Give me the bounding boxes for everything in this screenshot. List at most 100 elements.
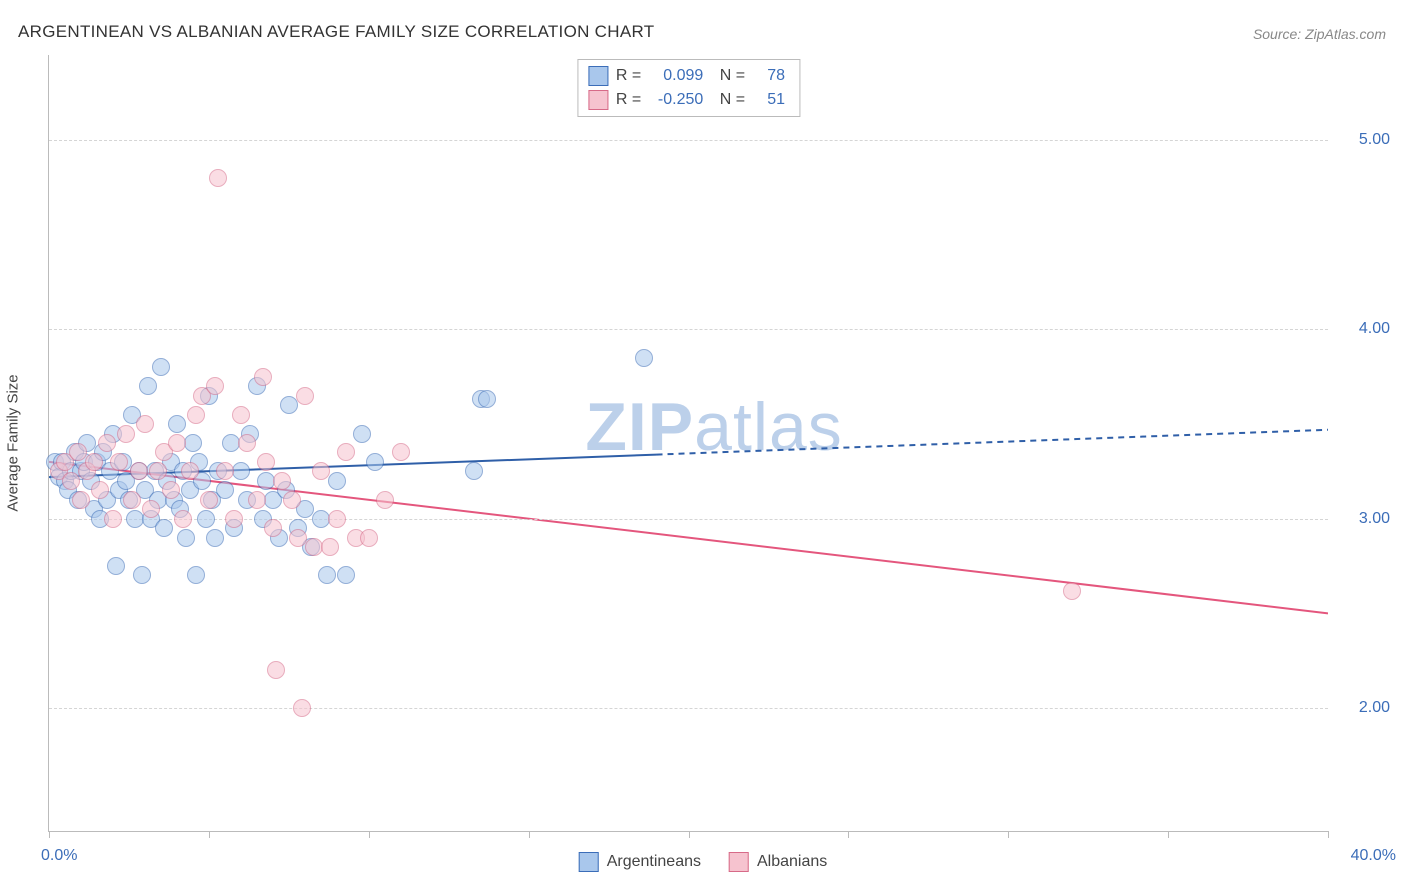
data-point	[328, 510, 346, 528]
data-point	[130, 462, 148, 480]
data-point	[360, 529, 378, 547]
stats-n-value-1: 51	[757, 88, 785, 112]
data-point	[107, 557, 125, 575]
legend-swatch-1	[729, 852, 749, 872]
y-tick-label: 5.00	[1340, 131, 1390, 149]
data-point	[104, 510, 122, 528]
data-point	[376, 491, 394, 509]
x-tick	[1328, 831, 1329, 838]
stats-r-label-1: R =	[616, 88, 641, 112]
data-point	[366, 453, 384, 471]
data-point	[187, 406, 205, 424]
data-point	[264, 519, 282, 537]
x-tick	[1168, 831, 1169, 838]
data-point	[123, 491, 141, 509]
stats-n-value-0: 78	[757, 64, 785, 88]
data-point	[168, 415, 186, 433]
x-tick	[369, 831, 370, 838]
correlation-stats-box: R = 0.099 N = 78 R = -0.250 N = 51	[577, 59, 800, 117]
data-point	[62, 472, 80, 490]
data-point	[85, 453, 103, 471]
data-point	[321, 538, 339, 556]
x-tick	[49, 831, 50, 838]
data-point	[337, 566, 355, 584]
data-point	[197, 510, 215, 528]
data-point	[392, 443, 410, 461]
data-point	[149, 462, 167, 480]
x-tick	[689, 831, 690, 838]
data-point	[209, 169, 227, 187]
data-point	[206, 529, 224, 547]
legend-label-0: Argentineans	[607, 853, 701, 871]
data-point	[280, 396, 298, 414]
swatch-series-0	[588, 66, 608, 86]
data-point	[139, 377, 157, 395]
data-point	[353, 425, 371, 443]
data-point	[117, 425, 135, 443]
data-point	[136, 415, 154, 433]
data-point	[465, 462, 483, 480]
data-point	[98, 434, 116, 452]
x-tick	[209, 831, 210, 838]
data-point	[257, 453, 275, 471]
x-tick	[1008, 831, 1009, 838]
bottom-legend: Argentineans Albanians	[579, 852, 828, 872]
data-point	[318, 566, 336, 584]
stats-n-label-1: N =	[715, 88, 745, 112]
legend-item-0: Argentineans	[579, 852, 701, 872]
gridline	[49, 140, 1328, 141]
data-point	[162, 481, 180, 499]
gridline	[49, 708, 1328, 709]
data-point	[267, 661, 285, 679]
watermark-bold: ZIP	[585, 389, 694, 465]
data-point	[72, 491, 90, 509]
y-tick-label: 3.00	[1340, 510, 1390, 528]
legend-swatch-0	[579, 852, 599, 872]
plot-area: Average Family Size ZIPatlas R = 0.099 N…	[48, 55, 1328, 832]
y-axis-title: Average Family Size	[5, 374, 22, 511]
trend-line-solid	[49, 462, 1328, 613]
stats-row-series-1: R = -0.250 N = 51	[588, 88, 789, 112]
data-point	[152, 358, 170, 376]
x-tick	[529, 831, 530, 838]
data-point	[238, 434, 256, 452]
swatch-series-1	[588, 90, 608, 110]
legend-label-1: Albanians	[757, 853, 827, 871]
data-point	[110, 453, 128, 471]
data-point	[328, 472, 346, 490]
data-point	[312, 462, 330, 480]
stats-n-label-0: N =	[715, 64, 745, 88]
data-point	[1063, 582, 1081, 600]
data-point	[337, 443, 355, 461]
chart-container: ARGENTINEAN VS ALBANIAN AVERAGE FAMILY S…	[0, 0, 1406, 892]
gridline	[49, 329, 1328, 330]
data-point	[181, 462, 199, 480]
data-point	[478, 390, 496, 408]
data-point	[174, 510, 192, 528]
data-point	[177, 529, 195, 547]
data-point	[232, 406, 250, 424]
data-point	[168, 434, 186, 452]
x-axis-label-max: 40.0%	[1351, 847, 1396, 865]
data-point	[200, 491, 218, 509]
data-point	[248, 491, 266, 509]
chart-title: ARGENTINEAN VS ALBANIAN AVERAGE FAMILY S…	[18, 22, 654, 42]
data-point	[232, 462, 250, 480]
stats-row-series-0: R = 0.099 N = 78	[588, 64, 789, 88]
data-point	[254, 368, 272, 386]
data-point	[155, 519, 173, 537]
data-point	[273, 472, 291, 490]
trend-line-dashed	[657, 430, 1328, 455]
x-axis-label-min: 0.0%	[41, 847, 77, 865]
data-point	[216, 481, 234, 499]
data-point	[293, 699, 311, 717]
stats-r-label-0: R =	[616, 64, 641, 88]
watermark-rest: atlas	[694, 389, 843, 465]
data-point	[283, 491, 301, 509]
stats-r-value-0: 0.099	[653, 64, 703, 88]
y-tick-label: 2.00	[1340, 699, 1390, 717]
data-point	[225, 510, 243, 528]
data-point	[184, 434, 202, 452]
data-point	[187, 566, 205, 584]
x-tick	[848, 831, 849, 838]
